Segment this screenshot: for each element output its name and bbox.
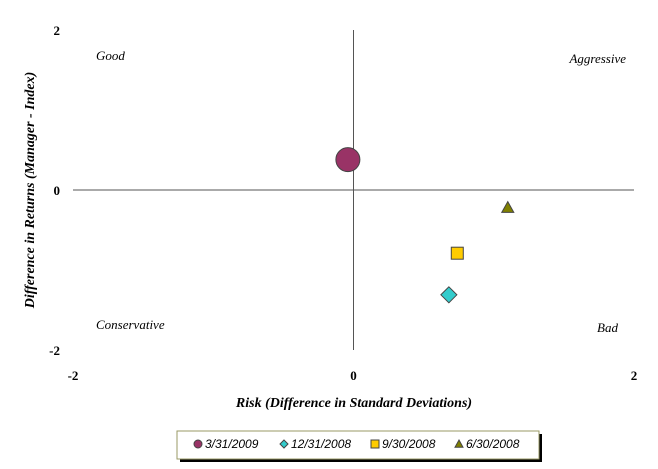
legend-label: 9/30/2008: [382, 437, 436, 451]
data-point-square: [450, 246, 464, 260]
data-point-circle: [335, 147, 361, 173]
legend-marker-triangle: [454, 438, 464, 448]
legend-label: 3/31/2009: [205, 437, 259, 451]
x-axis-label: Risk (Difference in Standard Deviations): [235, 396, 472, 411]
quadrant-label-bad: Bad: [597, 320, 618, 335]
data-point-diamond: [440, 286, 458, 304]
x-tick-label: 0: [350, 368, 357, 383]
y-tick-label: 0: [54, 183, 61, 198]
legend-marker-diamond: [279, 439, 289, 449]
y-tick-label: 2: [54, 23, 61, 38]
x-tick-label: 2: [631, 368, 638, 383]
legend-marker-square: [370, 439, 380, 449]
legend-box: [176, 430, 540, 460]
quadrant-label-conservative: Conservative: [96, 317, 165, 332]
data-point-triangle: [500, 200, 515, 213]
y-axis-label: Difference in Returns (Manager - Index): [23, 72, 38, 310]
legend-label: 12/31/2008: [291, 437, 351, 451]
x-tick-label: -2: [68, 368, 79, 383]
legend-marker-circle: [193, 439, 203, 449]
y-tick-label: -2: [49, 343, 60, 358]
quadrant-label-aggressive: Aggressive: [568, 51, 626, 66]
legend: 3/31/2009 12/31/2008 9/30/2008 6/30/2008: [176, 430, 542, 462]
legend-label: 6/30/2008: [466, 437, 520, 451]
quadrant-label-good: Good: [96, 48, 125, 63]
